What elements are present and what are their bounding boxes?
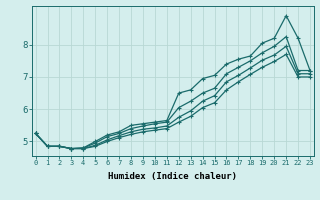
X-axis label: Humidex (Indice chaleur): Humidex (Indice chaleur) bbox=[108, 172, 237, 181]
